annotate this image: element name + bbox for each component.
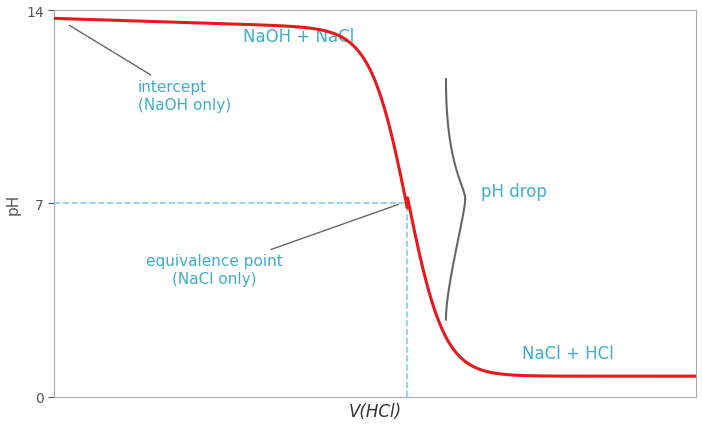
X-axis label: V(HCl): V(HCl) — [349, 403, 402, 420]
Text: intercept
(NaOH only): intercept (NaOH only) — [69, 26, 231, 112]
Text: pH drop: pH drop — [482, 183, 547, 201]
Text: NaOH + NaCl: NaOH + NaCl — [243, 28, 354, 46]
Text: equivalence point
(NaCl only): equivalence point (NaCl only) — [146, 205, 398, 286]
Text: NaCl + HCl: NaCl + HCl — [522, 344, 614, 362]
Y-axis label: pH: pH — [6, 193, 20, 215]
